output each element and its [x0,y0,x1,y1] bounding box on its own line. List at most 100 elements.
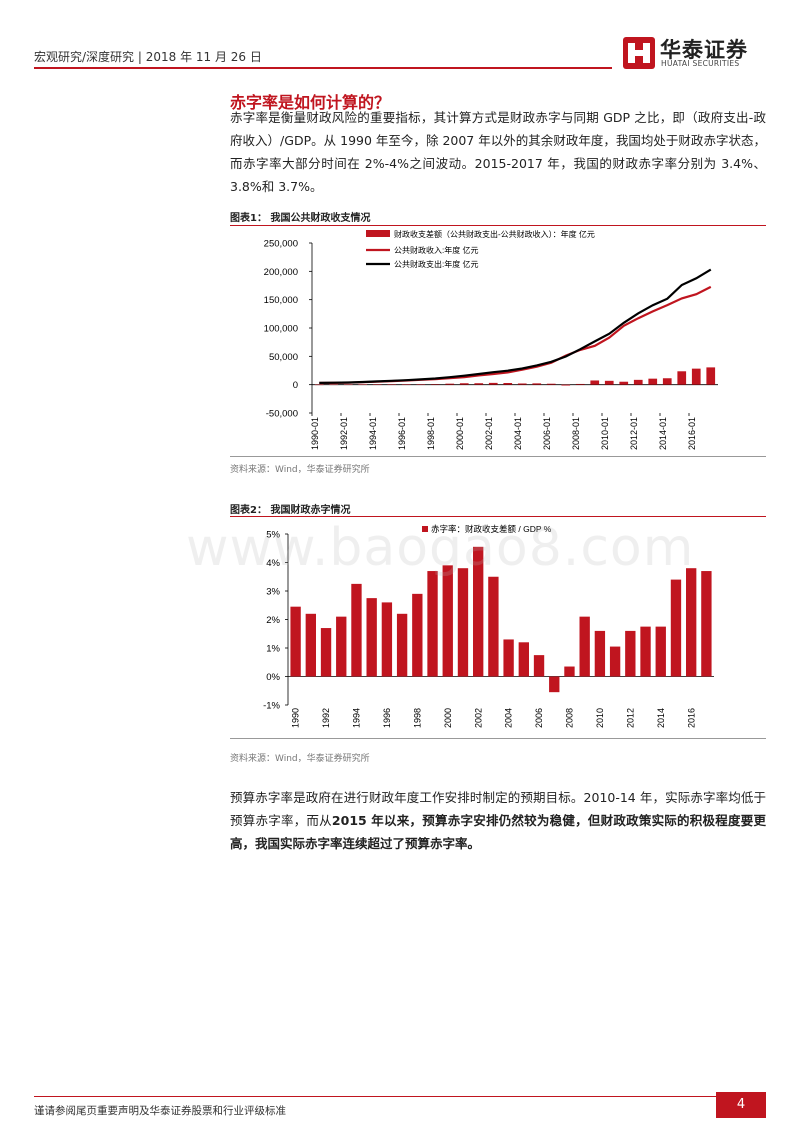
x-tick-label: 1994 [352,708,362,728]
figure1-bottom-rule [230,456,766,457]
bar-fiscal-balance [387,384,397,385]
bar-fiscal-balance [590,380,600,385]
bar-deficit-rate [381,602,393,677]
bar-deficit-rate [594,630,606,677]
legend-label-deficit-rate: 赤字率：财政收支差额 / GDP % [431,524,552,534]
y-tick-label: 200,000 [264,267,298,278]
section-title: 赤字率是如何计算的？ [230,93,391,112]
legend-label-expenditure: 公共财政支出:年度 亿元 [394,259,478,269]
bar-deficit-rate [427,571,438,677]
bar-deficit-rate [351,583,362,677]
y-tick-label: 250,000 [264,239,298,250]
x-tick-label: 2004-01 [513,417,523,450]
bar-fiscal-balance [575,383,585,385]
x-tick-label: 2006-01 [542,417,552,450]
bar-deficit-rate [670,579,682,677]
x-tick-label: 1992-01 [339,417,349,450]
y-tick-label: 150,000 [264,295,298,306]
y-tick-label: 0% [266,672,280,683]
budget-deficit-paragraph: 预算赤字率是政府在进行财政年度工作安排时制定的预期目标。2010-14 年，实际… [230,786,766,855]
bar-fiscal-balance [430,384,440,385]
bar-deficit-rate [640,626,651,677]
bar-deficit-rate [625,630,636,677]
footer-divider [34,1096,716,1097]
y-tick-label: 50,000 [269,352,298,363]
x-tick-label: 1996 [382,708,392,728]
fiscal-revenue-expenditure-chart: 250,000 200,000 150,000 100,000 50,000 0 -50,0… [264,229,718,450]
bar-fiscal-balance [633,379,643,385]
bar-fiscal-balance [517,383,527,385]
huatai-logo-icon [623,37,655,69]
bar-fiscal-balance [532,383,542,385]
x-tick-label: 1990-01 [310,417,320,450]
intro-paragraph: 赤字率是衡量财政风险的重要指标，其计算方式是财政赤字与同期 GDP 之比，即（政… [230,110,766,194]
x-tick-label: 2012 [625,708,635,728]
bar-deficit-rate [655,626,666,677]
bar-deficit-rate [564,666,575,677]
header-text: 宏观研究/深度研究 | 2018 年 11 月 26 日 [34,50,262,64]
bar-fiscal-balance [677,371,687,385]
legend-label-revenue: 公共财政收入:年度 亿元 [394,245,478,255]
bar-fiscal-balance [416,384,426,385]
bar-fiscal-balance [445,383,455,385]
logo-chinese-name: 华泰证券 [660,38,748,62]
bar-fiscal-balance [604,380,614,385]
bar-fiscal-balance [488,382,498,385]
bar-fiscal-balance [343,384,353,386]
legend-swatch-deficit-rate [422,526,428,532]
y-tick-label: 2% [266,615,280,626]
figure2-source: 资料来源：Wind，华泰证券研究所 [230,754,370,764]
legend-swatch-balance [366,230,390,237]
bar-deficit-rate [503,639,514,677]
x-tick-label: 2016-01 [687,417,697,450]
bar-fiscal-balance [662,378,672,385]
bar-deficit-rate [549,676,560,693]
x-tick-label: 2014-01 [658,417,668,450]
bar-deficit-rate [518,642,529,677]
x-tick-label: 1992 [321,708,331,728]
bar-deficit-rate [320,628,332,677]
bar-deficit-rate [366,598,377,677]
fiscal-deficit-rate-chart: 5% 4% 3% 2% 1% 0% -1% 1990 1992 1994 1996 1998 2000 2… [263,524,714,728]
x-tick-label: 2014 [656,708,666,728]
bar-deficit-rate [473,546,484,677]
bar-deficit-rate [686,568,697,677]
x-tick-label: 1996-01 [397,417,407,450]
bar-deficit-rate [412,593,423,677]
bar-fiscal-balance [372,384,382,385]
x-tick-label: 2010-01 [600,417,610,450]
bar-deficit-rate [305,613,316,677]
watermark: www.baogao8.com [186,518,695,578]
bar-fiscal-balance [329,384,339,386]
x-tick-label: 2012-01 [629,417,639,450]
header-divider [34,67,612,69]
x-tick-label: 2000 [443,708,453,728]
x-tick-label: 2008 [565,708,575,728]
bar-fiscal-balance [706,367,716,385]
figure2-top-rule [230,516,766,517]
bar-fiscal-balance [358,384,368,386]
bar-deficit-rate [488,576,499,677]
bar-fiscal-balance [401,384,411,385]
bar-deficit-rate [701,571,712,677]
x-tick-label: 1998 [412,708,422,728]
bar-fiscal-balance [474,383,484,385]
figure2-title: 图表2： 我国财政赤字情况 [230,505,351,516]
bar-fiscal-balance [459,383,469,385]
footer-disclaimer: 谨请参阅尾页重要声明及华泰证券股票和行业评级标准 [34,1105,286,1117]
bar-fiscal-balance [648,378,658,385]
bar-fiscal-balance [546,383,556,385]
bar-fiscal-balance [691,368,701,385]
logo-english-name: HUATAI SECURITIES [661,59,740,68]
y-tick-label: 0 [293,380,298,391]
bar-fiscal-balance [314,384,324,386]
figure1-top-rule [230,225,766,226]
x-tick-label: 2002-01 [484,417,494,450]
y-tick-label: 1% [266,644,280,655]
bar-deficit-rate [533,655,545,677]
bar-deficit-rate [579,616,590,677]
x-tick-label: 2000-01 [455,417,465,450]
x-tick-label: 1998-01 [426,417,436,450]
x-tick-label: 2004 [504,708,514,728]
figure2-bottom-rule [230,738,766,739]
